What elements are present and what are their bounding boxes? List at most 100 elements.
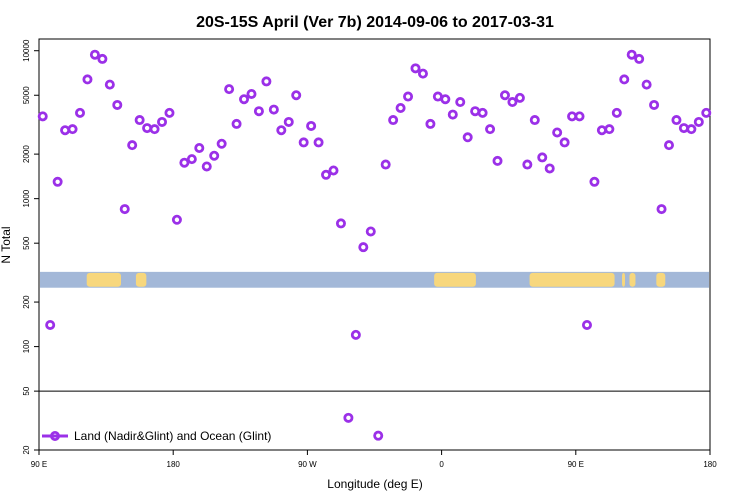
data-point — [60, 125, 71, 136]
land-band-segment — [629, 272, 636, 287]
data-point — [470, 106, 481, 117]
data-point — [127, 140, 138, 151]
data-point — [678, 123, 689, 134]
data-point — [388, 115, 399, 126]
data-point — [321, 169, 332, 180]
data-point — [246, 88, 257, 99]
data-point — [335, 218, 346, 229]
data-point — [529, 115, 540, 126]
data-point — [611, 107, 622, 118]
data-point — [37, 111, 48, 122]
x-tick-label: 180 — [703, 460, 717, 469]
y-axis: 20 50 100 200 500 1000 2000 5000 10000 — [22, 39, 39, 454]
data-point — [537, 152, 548, 163]
data-point — [276, 125, 287, 136]
data-point — [671, 115, 682, 126]
data-point — [89, 49, 100, 60]
land-band-segment — [622, 272, 626, 287]
y-axis-label: N Total — [0, 226, 13, 263]
data-point — [82, 74, 93, 85]
land-band-segment — [656, 272, 666, 287]
data-point — [619, 74, 630, 85]
data-point — [604, 124, 615, 135]
x-tick-label: 0 — [439, 460, 444, 469]
data-point — [171, 214, 182, 225]
data-point — [499, 90, 510, 101]
data-point — [656, 204, 667, 215]
x-axis-label: Longitude (deg E) — [327, 477, 422, 491]
x-tick-label: 90 E — [568, 460, 584, 469]
data-point — [67, 124, 78, 135]
data-point — [209, 150, 220, 161]
data-point — [365, 226, 376, 237]
data-point — [112, 99, 123, 110]
data-point — [224, 84, 235, 95]
data-point — [164, 107, 175, 118]
data-point — [492, 155, 503, 166]
land-band-segment — [434, 272, 476, 287]
data-point — [157, 116, 168, 127]
data-point — [693, 116, 704, 127]
data-point — [186, 154, 197, 165]
data-point — [358, 242, 369, 253]
data-point — [283, 116, 294, 127]
data-point — [626, 49, 637, 60]
y-tick-label: 1000 — [22, 189, 31, 207]
data-point — [253, 106, 264, 117]
data-point — [373, 430, 384, 441]
data-point — [291, 90, 302, 101]
data-point — [455, 97, 466, 108]
data-point — [425, 118, 436, 129]
y-tick-label: 2000 — [22, 145, 31, 163]
y-tick-label: 50 — [22, 386, 31, 395]
data-point — [485, 124, 496, 135]
chart-title: 20S-15S April (Ver 7b) 2014-09-06 to 201… — [196, 14, 554, 31]
y-tick-label: 500 — [22, 236, 31, 250]
data-point — [142, 123, 153, 134]
data-point — [298, 137, 309, 148]
land-band-segment — [86, 272, 122, 287]
data-point — [641, 79, 652, 90]
data-point — [149, 124, 160, 135]
data-point — [179, 157, 190, 168]
y-tick-label: 5000 — [22, 86, 31, 104]
data-point — [701, 107, 712, 118]
data-point — [350, 329, 361, 340]
data-point — [559, 137, 570, 148]
data-point — [328, 165, 339, 176]
data-point — [477, 107, 488, 118]
data-point — [574, 111, 585, 122]
data-point — [268, 104, 279, 115]
data-point — [634, 53, 645, 64]
plot-area — [38, 38, 711, 451]
data-point — [52, 176, 63, 187]
data-point — [462, 132, 473, 143]
land-band-segment — [529, 272, 615, 287]
data-point — [261, 76, 272, 87]
y-tick-label: 200 — [22, 295, 31, 309]
y-tick-label: 100 — [22, 339, 31, 353]
data-point — [596, 125, 607, 136]
land-mask-band — [40, 271, 709, 288]
data-point — [134, 115, 145, 126]
data-point — [343, 412, 354, 423]
x-tick-label: 180 — [167, 460, 181, 469]
data-point — [75, 107, 86, 118]
land-band-segment — [135, 272, 147, 287]
legend-label: Land (Nadir&Glint) and Ocean (Glint) — [74, 429, 271, 443]
y-tick-label: 20 — [22, 445, 31, 454]
data-point — [589, 176, 600, 187]
data-point — [119, 204, 130, 215]
data-point — [104, 79, 115, 90]
data-point — [663, 140, 674, 151]
data-point — [440, 94, 451, 105]
data-point — [306, 120, 317, 131]
data-point — [97, 53, 108, 64]
data-point — [194, 142, 205, 153]
data-point — [686, 124, 697, 135]
data-point — [403, 91, 414, 102]
data-point — [552, 127, 563, 138]
data-point — [649, 99, 660, 110]
data-point — [239, 94, 250, 105]
data-point — [201, 161, 212, 172]
